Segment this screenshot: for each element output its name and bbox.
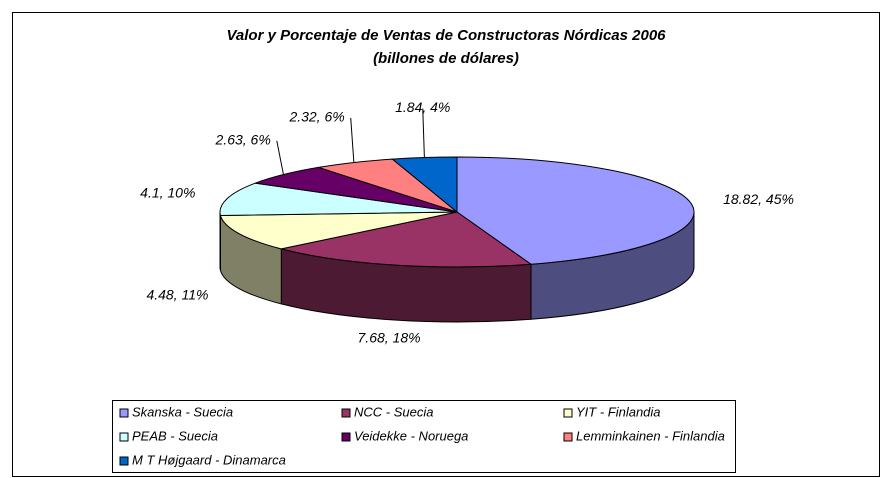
leader-line [350,117,355,163]
slice [281,211,533,268]
leader-line [276,140,284,175]
legend-swatch [119,432,129,442]
data-label: 2.63, 6% [215,132,271,148]
leader-line [422,108,425,158]
legend-label: Skanska - Suecia [132,404,233,419]
data-label: 2.32, 6% [288,109,344,125]
legend-label: PEAB - Suecia [132,428,218,443]
chart-subtitle: (billones de dólares) [373,50,519,67]
legend-swatch [119,408,129,418]
data-label: 4.1, 10% [140,185,195,201]
legend-label: Lemminkainen - Finlandia [576,428,725,443]
data-label: 18.82, 45% [723,191,794,207]
legend-swatch [119,456,129,466]
data-label: 4.48, 11% [146,287,208,303]
slice [219,211,458,250]
legend-label: M T Højgaard - Dinamarca [132,452,286,467]
legend-swatch [563,408,573,418]
slice [456,156,695,265]
data-label: 1.84, 4% [395,99,450,115]
slice [219,182,458,216]
legend-swatch [341,408,351,418]
legend-label: NCC - Suecia [354,404,433,419]
data-label: 7.68, 18% [358,329,421,345]
legend-label: Veidekke - Noruega [354,428,468,443]
legend-box [112,400,736,473]
chart-title: Valor y Porcentaje de Ventas de Construc… [226,27,666,44]
legend-swatch [341,432,351,442]
legend-swatch [563,432,573,442]
legend-label: YIT - Finlandia [576,404,661,419]
